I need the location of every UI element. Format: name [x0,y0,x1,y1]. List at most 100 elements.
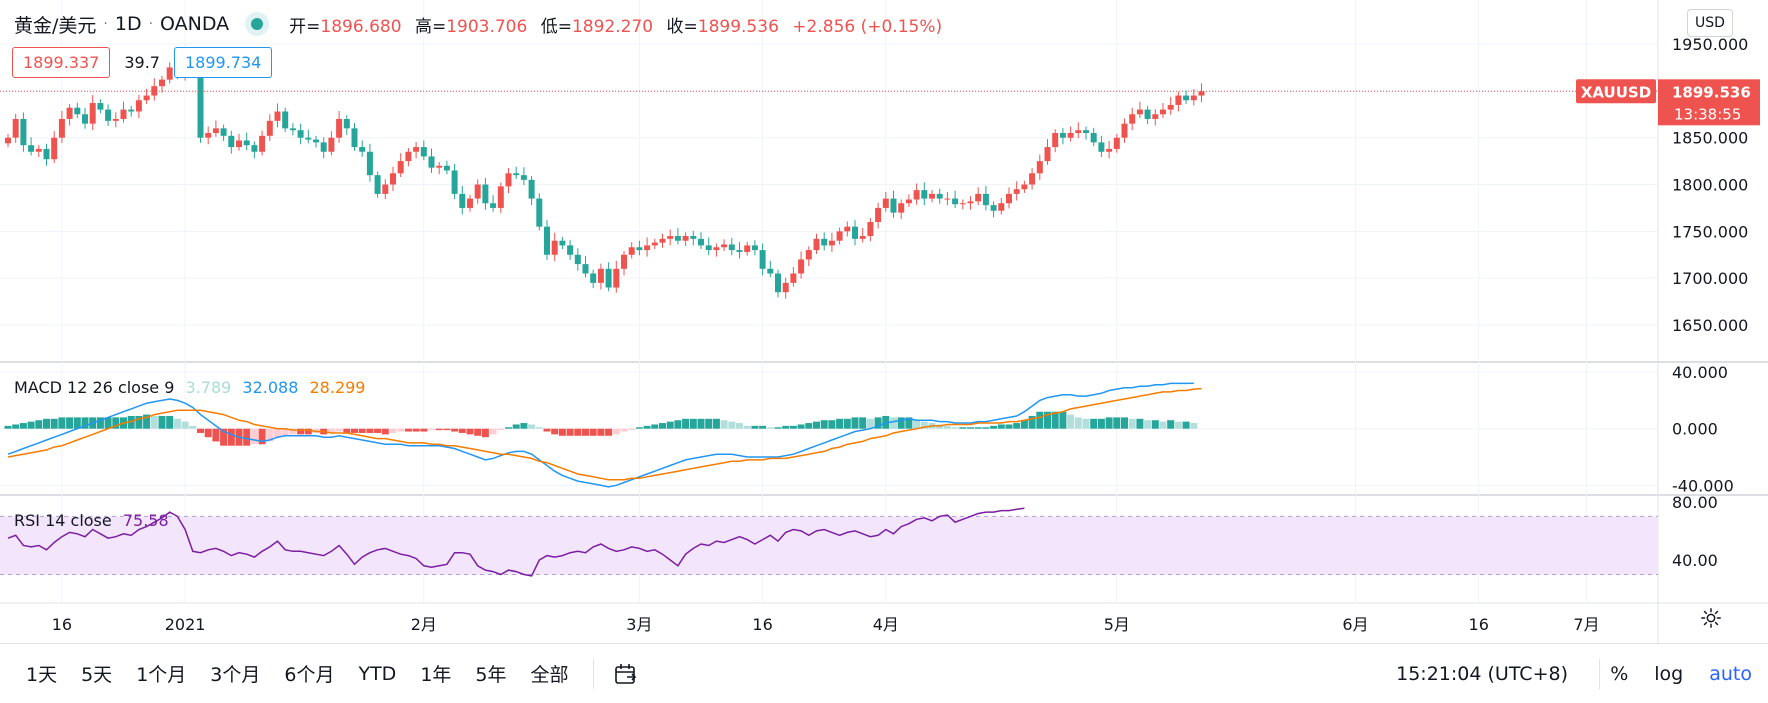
candle [905,194,912,207]
candle-body [336,118,343,138]
candle [397,153,404,178]
candle-body [474,184,481,199]
candle-body [482,184,489,204]
macd-hist-bar [736,423,743,429]
macd-hist-bar [905,417,913,429]
low-label: 低= [540,16,572,37]
candle-body [944,198,951,200]
candle-body [921,190,928,199]
log-scale-button[interactable]: log [1650,659,1687,689]
percent-scale-button[interactable]: % [1606,659,1632,689]
symbol-name[interactable]: 黄金/美元 [14,14,97,37]
candle-body [366,151,373,176]
range-button-7[interactable]: 5年 [469,656,512,691]
macd-hist-bar [381,428,389,435]
macd-hist-bar [1074,417,1082,429]
macd-hist-bar [50,418,58,429]
macd-hist-bar [1044,411,1051,429]
macd-hist-bar [58,417,66,429]
macd-hist-bar [1190,422,1198,429]
candle [929,190,935,203]
macd-hist-bar [227,428,235,446]
candle [913,183,920,205]
symbol-legend[interactable]: 黄金/美元 · 1D · OANDA 开=1896.680 高=1903.706… [14,11,942,37]
candle [1190,89,1197,106]
macd-hist-bar [73,417,81,429]
candle-body [998,203,1005,211]
range-button-3[interactable]: 3个月 [204,656,266,691]
candle [1129,107,1136,131]
candle-body [574,254,581,265]
candle-body [659,238,666,243]
candle [559,236,566,250]
candle [1075,122,1082,139]
candle [1144,105,1151,125]
candle [467,194,473,212]
open-value: 1896.680 [320,16,402,37]
macd-hist-bar [543,428,551,432]
candle [605,262,612,292]
candle [320,137,327,159]
macd-hist-bar [96,417,104,429]
candle [751,240,758,256]
goto-date-icon[interactable] [612,660,640,688]
candle [698,232,704,250]
change-value: +2.856 (+0.15%) [792,16,943,37]
sell-price-box[interactable]: 1899.337 [12,47,111,78]
candle [259,130,266,156]
candle [390,166,396,192]
macd-hist-bar [1067,414,1075,429]
macd-legend[interactable]: MACD 12 26 close 9 3.789 32.088 28.299 [14,378,365,397]
candle-body [259,135,266,152]
price-candles [5,48,1205,299]
candle [220,124,227,141]
macd-signal-value: 28.299 [309,378,366,397]
candle-body [359,147,366,152]
candle-body [1113,137,1120,149]
range-button-4[interactable]: 6个月 [278,656,340,691]
buy-price-box[interactable]: 1899.734 [173,47,273,78]
macd-hist-bar [458,428,466,433]
candle [428,148,435,173]
candle-body [751,245,758,251]
range-button-2[interactable]: 1个月 [130,656,192,691]
chart-canvas[interactable]: 1620212月3月164月5月6月167月1950.0001900.00018… [0,0,1768,643]
candle-body [5,137,11,144]
macd-hist-bar [1097,418,1105,429]
x-tick-label: 7月 [1573,615,1599,634]
range-button-0[interactable]: 1天 [20,656,63,691]
price-tick-label: 1700.000 [1672,269,1748,288]
settings-gear-icon[interactable] [1700,607,1722,629]
candle [474,179,481,204]
macd-hist-bar [651,424,659,429]
range-button-1[interactable]: 5天 [75,656,118,691]
currency-button[interactable]: USD [1687,9,1733,37]
candle-body [459,193,466,208]
candle-body [289,128,296,131]
candle [313,135,319,148]
range-button-5[interactable]: YTD [352,659,402,689]
candle [1198,83,1205,103]
macd-hist-bar [243,428,251,446]
rsi-legend[interactable]: RSI 14 close 75.58 [14,511,169,530]
macd-hist-bar [428,428,435,431]
toolbar-divider [1599,658,1600,689]
candle-body [35,148,42,152]
candle-body [1013,189,1020,194]
macd-hist-bar [574,428,582,436]
macd-hist-bar [1113,417,1121,429]
candle [921,182,928,206]
range-button-8[interactable]: 全部 [525,656,575,691]
clock-time[interactable]: 15:21:04 (UTC+8) [1396,662,1568,685]
candle [274,103,281,128]
rsi-tick-label: 80.00 [1672,493,1718,512]
macd-hist-bar [466,428,474,435]
candle [1013,181,1020,201]
macd-hist-bar [582,428,589,436]
range-button-6[interactable]: 1年 [414,656,457,691]
candle [5,133,11,148]
candle [405,148,412,167]
auto-scale-button[interactable]: auto [1705,659,1756,689]
market-status-icon[interactable] [251,18,264,30]
macd-hist-bar [1151,420,1159,429]
